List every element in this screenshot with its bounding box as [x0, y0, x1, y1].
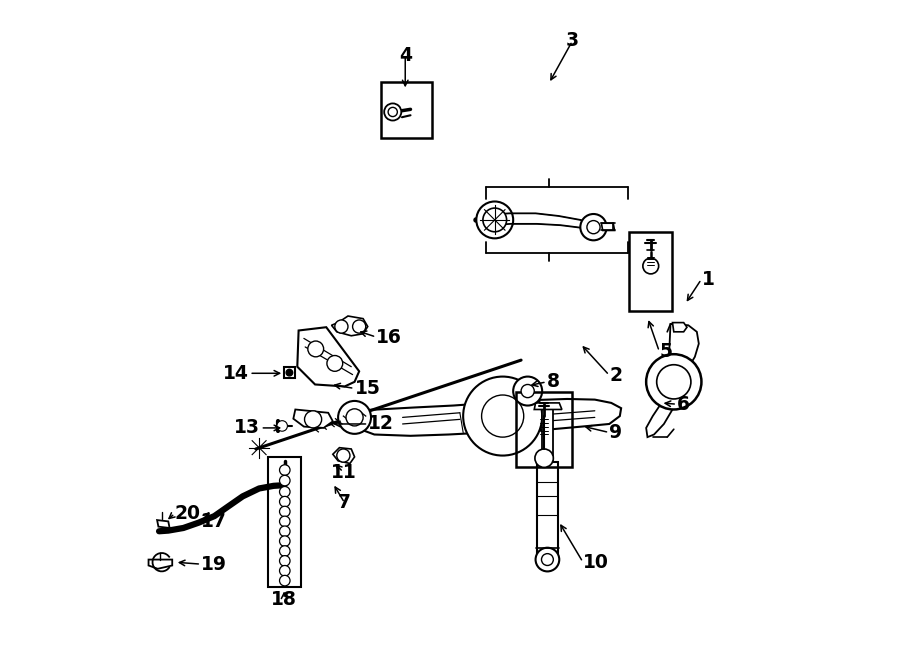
- Circle shape: [280, 536, 290, 547]
- Circle shape: [335, 320, 348, 333]
- Bar: [537, 462, 558, 553]
- Circle shape: [476, 202, 513, 239]
- Bar: [629, 232, 671, 311]
- Circle shape: [280, 465, 290, 475]
- Polygon shape: [646, 324, 698, 437]
- Text: 20: 20: [175, 504, 201, 523]
- Polygon shape: [350, 399, 621, 436]
- Circle shape: [643, 258, 659, 274]
- Circle shape: [346, 408, 363, 426]
- Circle shape: [353, 320, 365, 333]
- Circle shape: [587, 221, 600, 234]
- Circle shape: [513, 377, 542, 406]
- Text: 4: 4: [399, 46, 411, 65]
- Circle shape: [327, 356, 343, 371]
- Polygon shape: [601, 223, 615, 231]
- Circle shape: [384, 103, 401, 120]
- Text: 3: 3: [566, 31, 579, 50]
- Circle shape: [308, 341, 324, 357]
- Bar: [516, 392, 572, 467]
- Circle shape: [657, 365, 691, 399]
- Polygon shape: [672, 323, 687, 332]
- Circle shape: [280, 496, 290, 507]
- Text: 5: 5: [660, 342, 672, 361]
- Circle shape: [286, 369, 292, 376]
- Text: 2: 2: [609, 366, 622, 385]
- Text: 14: 14: [223, 364, 249, 383]
- Bar: [381, 82, 432, 137]
- Text: 17: 17: [202, 512, 227, 531]
- Circle shape: [280, 475, 290, 486]
- Circle shape: [277, 420, 287, 431]
- Text: 19: 19: [202, 555, 227, 574]
- Circle shape: [535, 449, 554, 467]
- Polygon shape: [535, 403, 562, 409]
- Text: 8: 8: [547, 372, 560, 391]
- Circle shape: [337, 449, 350, 462]
- Circle shape: [388, 107, 397, 116]
- Text: 16: 16: [376, 328, 402, 346]
- Bar: [542, 405, 553, 462]
- Circle shape: [280, 486, 290, 497]
- Circle shape: [280, 546, 290, 557]
- Circle shape: [580, 214, 607, 241]
- Circle shape: [280, 526, 290, 537]
- Text: 1: 1: [701, 270, 715, 289]
- Bar: [268, 457, 302, 587]
- Polygon shape: [331, 316, 368, 336]
- Circle shape: [521, 385, 535, 398]
- Circle shape: [280, 575, 290, 586]
- Text: 13: 13: [234, 418, 260, 438]
- Circle shape: [536, 548, 559, 571]
- Text: 7: 7: [338, 494, 351, 512]
- Polygon shape: [297, 327, 359, 387]
- Circle shape: [464, 377, 542, 455]
- Text: 9: 9: [609, 423, 623, 442]
- Circle shape: [280, 556, 290, 566]
- Polygon shape: [284, 368, 295, 378]
- Circle shape: [338, 401, 371, 434]
- Circle shape: [482, 395, 524, 437]
- Polygon shape: [158, 520, 169, 528]
- Text: 15: 15: [355, 379, 381, 398]
- Circle shape: [542, 554, 554, 565]
- Circle shape: [280, 506, 290, 517]
- Circle shape: [646, 354, 701, 409]
- Circle shape: [483, 208, 507, 232]
- Text: 11: 11: [330, 463, 356, 481]
- Text: 18: 18: [271, 590, 297, 609]
- Polygon shape: [293, 409, 333, 428]
- Polygon shape: [333, 447, 355, 463]
- Polygon shape: [148, 560, 172, 568]
- Circle shape: [280, 516, 290, 527]
- Text: 12: 12: [368, 414, 394, 434]
- Text: 6: 6: [677, 395, 690, 414]
- Text: 10: 10: [583, 553, 608, 572]
- Circle shape: [304, 410, 321, 428]
- Polygon shape: [491, 214, 593, 231]
- Circle shape: [280, 565, 290, 576]
